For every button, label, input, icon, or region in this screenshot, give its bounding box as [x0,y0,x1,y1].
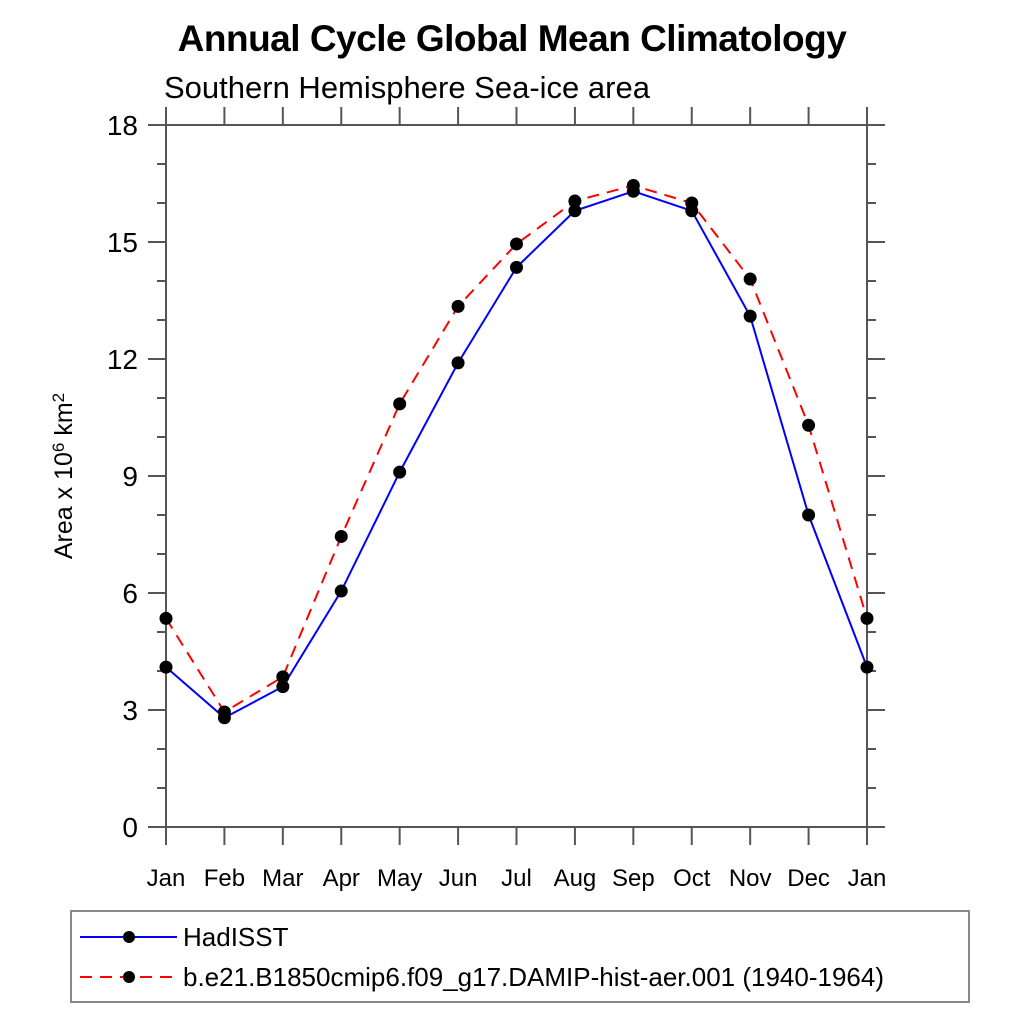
data-point-marker-1 [393,397,407,411]
x-tick-label: May [377,865,422,892]
x-tick-label: Oct [673,865,711,892]
x-tick-label: Sep [612,865,655,892]
data-point-marker-1 [159,611,173,625]
y-tick-label: 18 [107,110,138,141]
legend-label: b.e21.B1850cmip6.f09_g17.DAMIP-hist-aer.… [183,961,884,992]
x-tick-label: Jan [848,865,887,892]
data-point-marker-1 [568,194,582,208]
data-point-marker-1 [217,705,231,719]
data-point-marker-0 [568,204,582,218]
x-tick-label: Feb [204,865,245,892]
legend-marker-dot-icon [122,931,135,943]
x-tick-label: Jul [501,865,532,892]
x-tick-label: Mar [262,865,303,892]
data-point-marker-1 [276,670,290,684]
x-tick-label: Jun [439,865,478,892]
data-point-marker-0 [802,508,816,522]
data-point-marker-0 [159,660,173,674]
data-point-marker-1 [626,178,640,192]
data-point-marker-1 [334,529,348,543]
data-point-marker-0 [334,584,348,598]
y-tick-label: 6 [122,578,138,609]
data-point-marker-1 [802,418,816,432]
legend-item-model: b.e21.B1850cmip6.f09_g17.DAMIP-hist-aer.… [72,957,968,997]
data-point-marker-0 [860,660,874,674]
data-point-marker-0 [743,309,757,323]
x-tick-label: Aug [554,865,597,892]
data-point-marker-1 [685,196,699,210]
data-point-marker-1 [860,611,874,625]
legend-item-hadisst: HadISST [72,917,968,957]
y-tick-label: 9 [122,461,138,492]
data-point-marker-0 [393,465,407,479]
data-point-marker-1 [451,299,465,313]
legend-line-sample-solid [80,931,177,943]
data-point-marker-0 [510,260,523,274]
data-point-marker-0 [276,680,290,694]
y-tick-label: 12 [107,344,138,375]
data-point-marker-0 [451,356,465,370]
y-tick-label: 15 [107,227,138,258]
x-tick-label: Nov [729,865,772,892]
x-tick-label: Apr [323,865,360,892]
legend-marker-dot-icon [122,971,135,983]
y-tick-label: 3 [122,695,138,726]
legend-line-sample-dashed [80,971,177,983]
data-point-marker-1 [743,272,757,286]
data-point-marker-1 [510,237,523,251]
x-tick-label: Dec [787,865,830,892]
legend-label: HadISST [183,921,289,952]
plot-frame [165,124,868,828]
x-tick-label: Jan [147,865,186,892]
chart-title: Annual Cycle Global Mean Climatology [177,18,847,59]
y-tick-label: 0 [122,812,138,843]
legend: HadISST b.e21.B1850cmip6.f09_g17.DAMIP-h… [70,910,970,1003]
chart-subtitle: Southern Hemisphere Sea-ice area [164,70,650,105]
